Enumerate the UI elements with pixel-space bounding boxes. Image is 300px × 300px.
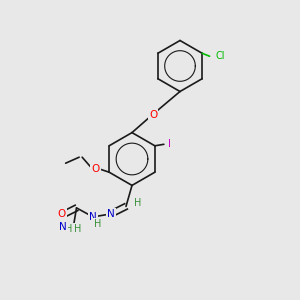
Text: O: O — [149, 110, 157, 121]
Text: N: N — [107, 209, 115, 219]
Text: H: H — [74, 224, 82, 234]
Text: I: I — [168, 139, 171, 149]
Text: N: N — [59, 222, 67, 233]
Text: N: N — [89, 212, 97, 222]
Text: O: O — [57, 209, 66, 219]
Text: H: H — [94, 219, 101, 230]
Text: H: H — [134, 198, 142, 208]
Text: Cl: Cl — [216, 51, 225, 61]
Text: H: H — [65, 224, 73, 234]
Text: O: O — [92, 164, 100, 174]
